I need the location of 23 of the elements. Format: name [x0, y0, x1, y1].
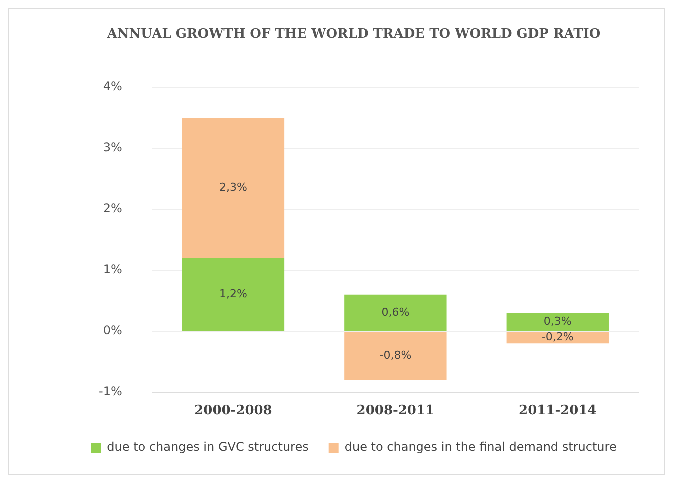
data-label: 1,2% [219, 287, 248, 300]
bar [506, 313, 609, 331]
y-tick-label: 4% [103, 80, 122, 94]
data-label: 0,3% [544, 314, 572, 328]
y-tick-label: 0% [103, 324, 122, 338]
x-tick-label: 2000-2008 [194, 404, 272, 419]
legend-label: due to changes in the final demand structure [344, 440, 617, 454]
y-tick-label: 1% [103, 262, 122, 277]
data-label: -0,8% [380, 348, 412, 362]
data-label: 0,6% [382, 306, 410, 319]
bar [182, 258, 285, 331]
bar [344, 294, 447, 331]
y-tick-label: 3% [103, 140, 122, 155]
chart-title: ANNUAL GROWTH OF THE WORLD TRADE TO WORLD GDP RATIO [106, 27, 601, 42]
bar [182, 118, 285, 258]
x-tick-label: 2011-2014 [519, 404, 597, 419]
data-label: -0,2% [542, 330, 574, 344]
x-tick-label: 2008-2011 [356, 404, 435, 419]
y-tick-label: 2% [103, 202, 122, 216]
data-label: 2,3% [219, 181, 248, 194]
legend-label: due to changes in GVC structures [107, 440, 309, 454]
bar [344, 332, 447, 380]
y-tick-label: -1% [98, 384, 122, 399]
